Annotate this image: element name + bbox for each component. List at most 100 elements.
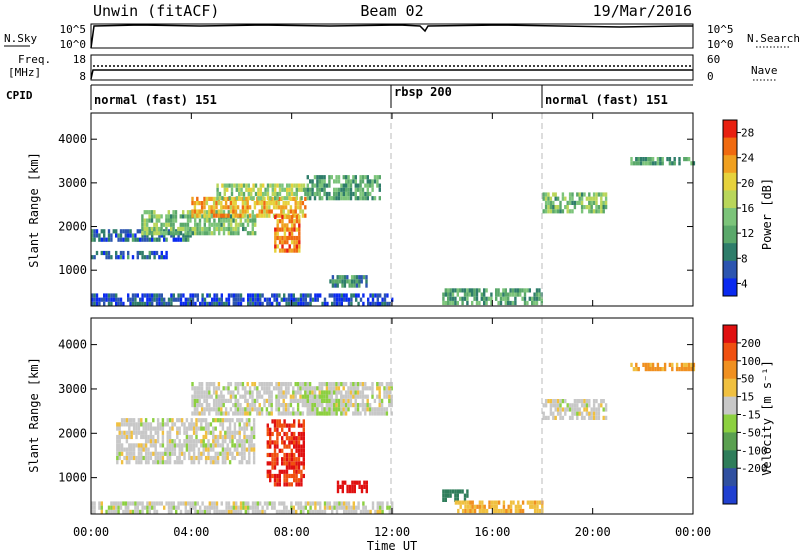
echo-cell <box>342 398 345 403</box>
echo-cell <box>330 196 333 201</box>
y-tick-label: 2000 <box>58 220 87 234</box>
echo-cell <box>367 301 370 306</box>
echo-cell <box>352 175 355 180</box>
echo-cell <box>271 457 274 462</box>
echo-cell <box>233 183 236 188</box>
echo-cell <box>212 443 215 448</box>
echo-cell <box>265 209 269 214</box>
echo-cell <box>168 447 172 452</box>
echo-cell <box>644 157 648 162</box>
echo-cell <box>502 288 505 293</box>
echo-cell <box>268 501 271 506</box>
echo-cell <box>323 390 326 395</box>
echo-cell <box>276 223 279 228</box>
echo-cell <box>215 222 218 227</box>
echo-cell <box>117 255 120 260</box>
echo-cell <box>232 505 235 510</box>
echo-cell <box>217 386 221 391</box>
echo-cell <box>268 201 271 206</box>
echo-cell <box>215 226 218 232</box>
echo-cell <box>118 426 121 431</box>
echo-cell <box>309 297 312 302</box>
echo-cell <box>295 448 298 453</box>
echo-cell <box>198 386 201 391</box>
echo-cell <box>174 214 178 219</box>
echo-cell <box>309 196 312 201</box>
echo-cell <box>595 415 598 420</box>
echo-cell <box>266 501 269 506</box>
echo-cell <box>179 222 182 227</box>
echo-cell <box>100 229 103 234</box>
echo-cell <box>281 457 284 462</box>
echo-cell <box>294 411 297 416</box>
echo-cell <box>328 398 331 403</box>
echo-cell <box>223 301 226 306</box>
echo-cell <box>166 439 169 444</box>
echo-cell <box>166 447 169 452</box>
echo-cell <box>280 209 283 214</box>
echo-cell <box>239 382 242 387</box>
echo-cell <box>368 403 372 408</box>
x-tick-label: 08:00 <box>274 525 310 539</box>
echo-cell <box>273 440 277 445</box>
echo-cell <box>191 213 194 218</box>
echo-cell <box>345 179 348 184</box>
echo-cell <box>93 229 96 234</box>
echo-cell <box>595 411 598 416</box>
echo-cell <box>236 411 240 416</box>
echo-cell <box>290 440 293 445</box>
echo-cell <box>282 403 285 408</box>
echo-cell <box>343 279 347 284</box>
echo-cell <box>549 403 553 408</box>
echo-cell <box>285 431 289 437</box>
echo-cell <box>141 301 144 306</box>
echo-cell <box>318 191 321 197</box>
echo-cell <box>214 455 217 461</box>
echo-cell <box>182 222 185 227</box>
echo-cell <box>190 455 193 461</box>
echo-cell <box>318 382 321 387</box>
echo-cell <box>151 501 154 506</box>
echo-cell <box>155 297 159 302</box>
echo-cell <box>245 460 249 465</box>
echo-cell <box>444 300 447 306</box>
echo-cell <box>366 187 369 192</box>
echo-cell <box>444 497 447 502</box>
echo-cell <box>571 411 574 416</box>
echo-cell <box>288 196 291 201</box>
echo-cell <box>166 418 169 423</box>
echo-cell <box>168 455 172 461</box>
echo-cell <box>135 430 138 435</box>
echo-cell <box>254 191 258 197</box>
echo-cell <box>273 473 277 479</box>
echo-cell <box>333 187 336 192</box>
echo-cell <box>243 426 246 431</box>
echo-cell <box>289 205 293 210</box>
echo-cell <box>340 301 343 306</box>
echo-cell <box>222 403 225 408</box>
echo-cell <box>651 362 655 367</box>
echo-cell <box>659 161 662 166</box>
echo-cell <box>354 403 357 408</box>
echo-cell <box>270 201 273 206</box>
echo-cell <box>475 296 479 301</box>
echo-cell <box>302 183 306 188</box>
echo-cell <box>280 297 283 302</box>
echo-cell <box>135 422 138 427</box>
echo-cell <box>366 394 369 399</box>
echo-cell <box>149 451 153 456</box>
echo-cell <box>217 382 221 387</box>
echo-region <box>336 480 368 494</box>
echo-cell <box>278 478 281 483</box>
echo-cell <box>232 231 235 236</box>
echo-cell <box>311 411 314 416</box>
echo-cell <box>230 222 233 227</box>
echo-cell <box>362 501 365 506</box>
echo-cell <box>107 297 111 302</box>
echo-cell <box>231 418 234 423</box>
echo-cell <box>283 478 286 483</box>
echo-cell <box>184 301 187 306</box>
echo-cell <box>381 297 384 302</box>
echo-cell <box>554 205 557 210</box>
echo-cell <box>235 196 238 201</box>
